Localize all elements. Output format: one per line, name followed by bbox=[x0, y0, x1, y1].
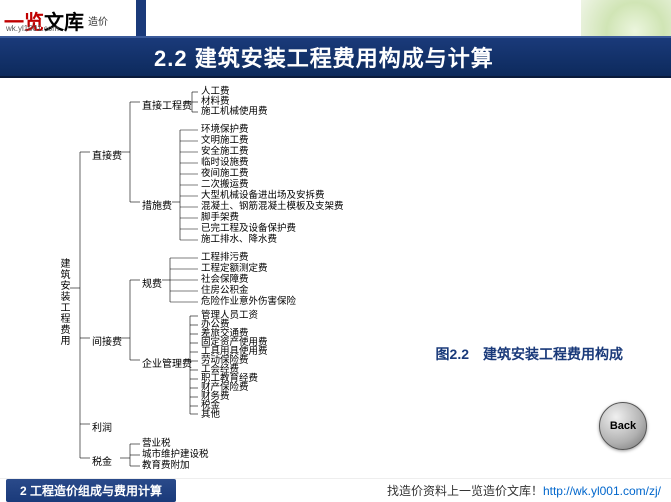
fee-tree-diagram: 建筑安装工程费用 bbox=[56, 88, 396, 468]
leaf-ms-8: 脚手架费 bbox=[201, 213, 239, 223]
leaf-ms-3: 临时设施费 bbox=[201, 158, 249, 168]
leaf-tx-2: 教育费附加 bbox=[142, 461, 190, 471]
leaf-ms-5: 二次搬运费 bbox=[201, 180, 249, 190]
l2-ent: 企业管理费 bbox=[142, 355, 192, 370]
footer-promo: 找造价资料上一览造价文库！http://wk.yl001.com/zj/ bbox=[387, 482, 661, 499]
footer: 2 工程造价组成与费用计算 找造价资料上一览造价文库！http://wk.yl0… bbox=[0, 478, 671, 502]
footer-chapter: 2 工程造价组成与费用计算 bbox=[6, 479, 176, 502]
footer-promo-text: 找造价资料上一览造价文库！ bbox=[387, 484, 543, 498]
leaf-tx-0: 营业税 bbox=[142, 439, 171, 449]
l1-direct: 直接费 bbox=[92, 147, 122, 162]
figure-caption: 图2.2 建筑安装工程费用构成 bbox=[436, 344, 623, 364]
leaf-ms-1: 文明施工费 bbox=[201, 136, 249, 146]
l2-direct-eng: 直接工程费 bbox=[142, 97, 192, 112]
leaf-gf-3: 住房公积金 bbox=[201, 286, 249, 296]
logo-sub: 造价 bbox=[88, 13, 108, 28]
leaf-em-11: 其他 bbox=[201, 410, 220, 420]
leaf-gf-4: 危险作业意外伤害保险 bbox=[201, 297, 296, 307]
l1-tax: 税金 bbox=[92, 453, 112, 468]
logo-url: wk.yl1001.com bbox=[6, 24, 59, 33]
leaf-ms-9: 已完工程及设备保护费 bbox=[201, 224, 296, 234]
back-button-label: Back bbox=[610, 420, 636, 432]
header-bar: 2.2 建筑安装工程费用构成与计算 bbox=[0, 36, 671, 78]
leaf-gf-1: 工程定额测定费 bbox=[201, 264, 268, 274]
leaf-ms-0: 环境保护费 bbox=[201, 125, 249, 135]
leaf-ms-4: 夜间施工费 bbox=[201, 169, 249, 179]
leaf-tx-1: 城市维护建设税 bbox=[142, 450, 209, 460]
leaf-gf-0: 工程排污费 bbox=[201, 253, 249, 263]
page-title: 2.2 建筑安装工程费用构成与计算 bbox=[154, 41, 494, 73]
back-button[interactable]: Back bbox=[599, 402, 647, 450]
l2-gui: 规费 bbox=[142, 275, 162, 290]
leaf-ms-7: 混凝土、钢筋混凝土模板及支架费 bbox=[201, 202, 344, 212]
l1-indirect: 间接费 bbox=[92, 333, 122, 348]
leaf-gf-2: 社会保障费 bbox=[201, 275, 249, 285]
l2-measure: 措施费 bbox=[142, 197, 172, 212]
leaf-de-2: 施工机械使用费 bbox=[201, 107, 268, 117]
footer-link[interactable]: http://wk.yl001.com/zj/ bbox=[543, 484, 661, 498]
leaf-ms-2: 安全施工费 bbox=[201, 147, 249, 157]
header-strip bbox=[136, 0, 146, 36]
l1-profit: 利润 bbox=[92, 419, 112, 434]
leaf-ms-6: 大型机械设备进出场及安拆费 bbox=[201, 191, 325, 201]
leaf-ms-10: 施工排水、降水费 bbox=[201, 235, 277, 245]
